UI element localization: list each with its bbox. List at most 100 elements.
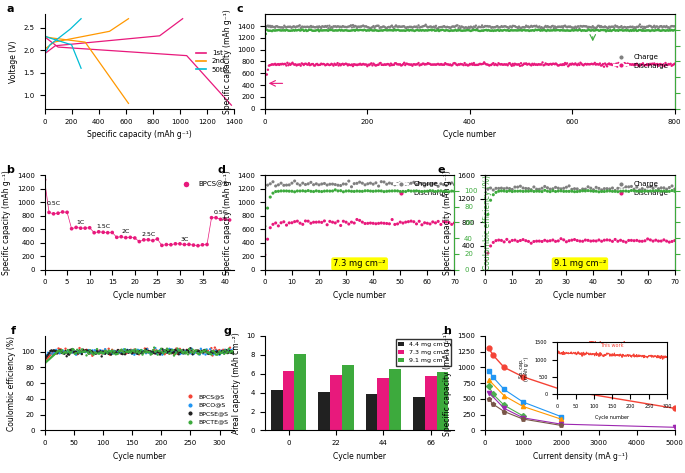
Point [90, 350, 101, 358]
Point [386, 61, 397, 69]
Point [616, 22, 627, 30]
Point [575, 26, 586, 34]
Point [81, 346, 92, 354]
Point [312, 24, 323, 32]
Point [291, 61, 302, 69]
Point [308, 27, 319, 35]
Bar [342, 365, 353, 430]
Point [84, 349, 95, 356]
Point [124, 348, 135, 356]
Point [297, 187, 308, 194]
Point [347, 26, 358, 34]
Point [357, 61, 368, 68]
Point [501, 236, 512, 243]
Point [618, 27, 629, 35]
Point [149, 346, 160, 354]
Point [214, 351, 225, 359]
Point [228, 345, 239, 352]
Point [442, 23, 453, 31]
Point [457, 61, 468, 68]
Point [569, 24, 580, 32]
Point [97, 347, 108, 355]
Point [66, 347, 77, 354]
Point [260, 222, 271, 230]
Point [624, 27, 635, 35]
Point [112, 349, 123, 357]
Point [157, 349, 168, 356]
Point [515, 183, 526, 190]
Point [585, 60, 596, 68]
Point [213, 350, 224, 357]
Point [295, 219, 306, 227]
Point [361, 61, 372, 69]
Point [308, 27, 319, 35]
Point [144, 349, 155, 357]
Point [638, 61, 649, 69]
Point [426, 24, 437, 31]
Point [184, 241, 195, 248]
Point [551, 26, 562, 34]
Point [453, 26, 464, 34]
Point [543, 61, 553, 68]
Point [343, 177, 354, 185]
Point [442, 26, 453, 34]
Point [298, 23, 309, 31]
Point [545, 237, 556, 245]
Point [578, 22, 589, 30]
Point [427, 61, 438, 68]
Point [262, 181, 273, 189]
Point [104, 348, 115, 355]
Point [405, 23, 416, 31]
Point [353, 23, 364, 30]
Point [536, 238, 547, 245]
Point [316, 219, 327, 226]
Point [562, 62, 573, 70]
Point [599, 60, 610, 67]
Point [534, 187, 545, 195]
Point [593, 188, 604, 196]
Point [114, 349, 125, 357]
Point [523, 185, 534, 193]
Point [595, 60, 606, 67]
Point [57, 349, 68, 357]
Point [180, 349, 191, 356]
Point [661, 61, 672, 69]
Point [58, 347, 68, 354]
Point [187, 350, 198, 358]
Point [359, 61, 370, 68]
Point [488, 238, 499, 246]
Point [467, 25, 478, 32]
Point [443, 61, 453, 68]
Point [449, 187, 460, 195]
Text: This work: This work [589, 341, 628, 347]
Point [92, 349, 103, 357]
Point [384, 23, 395, 31]
Point [496, 26, 507, 34]
Point [324, 26, 335, 34]
Y-axis label: Specific capacity (mAh g⁻¹): Specific capacity (mAh g⁻¹) [223, 9, 232, 114]
Point [281, 221, 292, 229]
Point [616, 61, 627, 69]
Point [308, 61, 319, 69]
Point [434, 61, 445, 68]
Point [469, 23, 480, 31]
Point [536, 184, 547, 192]
Point [518, 236, 529, 244]
Point [206, 344, 217, 352]
Point [579, 61, 590, 68]
Point [275, 179, 286, 187]
Point [225, 347, 236, 355]
Point [45, 354, 56, 362]
Point [322, 60, 333, 68]
Point [190, 347, 201, 355]
Point [416, 180, 427, 187]
Point [427, 187, 438, 195]
Point [273, 23, 284, 31]
Point [347, 61, 358, 68]
Point [116, 350, 127, 358]
Point [558, 26, 569, 34]
Point [365, 187, 376, 195]
Point [521, 184, 532, 192]
Point [589, 24, 600, 31]
Point [626, 27, 637, 35]
